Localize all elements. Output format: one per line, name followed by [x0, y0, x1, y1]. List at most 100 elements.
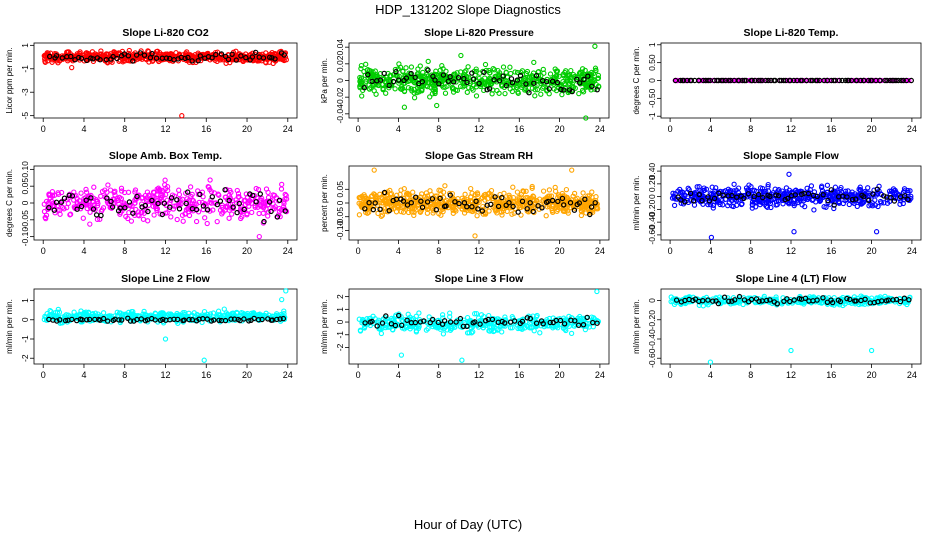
data-point-black [884, 77, 890, 84]
data-point-black [69, 316, 75, 323]
y-tick-label: 0.05 [335, 181, 345, 198]
data-point-black [900, 77, 907, 84]
plot-frame [33, 288, 298, 365]
data-point [465, 64, 471, 70]
y-tick-label: -0.05 [335, 207, 345, 227]
data-point-black [399, 322, 405, 328]
data-point-black [821, 77, 827, 84]
data-point-black [163, 55, 170, 61]
y-tick-label: -1 [647, 112, 657, 120]
data-point [229, 211, 235, 217]
data-point [411, 95, 418, 101]
y-axis-label: ml/min per min. [5, 299, 14, 354]
data-point-black [814, 297, 820, 303]
data-point-black [895, 77, 902, 84]
data-point [395, 322, 402, 328]
data-point-black [370, 206, 376, 213]
data-point [535, 73, 542, 79]
data-point-black [209, 55, 215, 61]
data-point-black [902, 193, 908, 199]
data-point-outlier [791, 229, 797, 235]
data-point [162, 191, 169, 198]
data-point-black [585, 73, 591, 79]
data-point-black [238, 53, 244, 59]
data-point [415, 325, 422, 332]
data-point [121, 202, 128, 208]
data-point [120, 59, 126, 65]
data-point [725, 202, 731, 209]
data-point-black [193, 206, 200, 213]
data-point [709, 184, 715, 190]
data-point-black [130, 58, 136, 64]
data-point [701, 185, 707, 191]
data-point [727, 187, 733, 194]
data-point-black [844, 295, 850, 302]
x-tick-label: 0 [668, 246, 673, 256]
data-point-black [582, 196, 588, 202]
data-point [252, 204, 258, 210]
panel-title: Slope Line 2 Flow [121, 273, 211, 285]
data-point [132, 189, 138, 195]
data-point-black [386, 207, 392, 214]
data-point-black [183, 200, 189, 207]
data-point-black [61, 195, 68, 201]
data-point-outlier [569, 167, 575, 173]
y-tick-label: 0 [335, 200, 345, 205]
data-point [560, 208, 567, 214]
y-tick-label: 1 [20, 43, 30, 48]
data-point [753, 204, 759, 210]
data-point-black [791, 77, 797, 84]
data-point [906, 77, 912, 84]
y-axis-label: degrees C per min. [5, 169, 14, 237]
x-tick-label: 12 [160, 370, 170, 380]
data-point-black [276, 197, 283, 203]
data-point-black [726, 298, 732, 304]
data-point [884, 200, 891, 206]
data-point-black [209, 194, 215, 200]
data-point [567, 77, 573, 84]
data-point-black [226, 197, 232, 204]
x-tick-label: 4 [81, 124, 86, 134]
data-point-black [805, 190, 812, 197]
data-point-black [561, 87, 567, 93]
data-point [739, 201, 745, 207]
data-point [176, 187, 182, 193]
data-point [587, 197, 593, 204]
y-tick-label: 0.50 [647, 54, 657, 71]
data-point-black [483, 318, 489, 324]
data-point [262, 312, 268, 319]
data-point [824, 297, 831, 303]
y-tick-label: -0.02 [335, 87, 345, 107]
data-point [438, 77, 444, 83]
data-point [132, 200, 138, 206]
data-point-black [469, 203, 475, 210]
data-point-black [424, 199, 431, 205]
data-point-black [853, 298, 859, 304]
data-point [863, 77, 869, 84]
data-point-black [720, 192, 726, 198]
data-point-black [404, 202, 411, 208]
data-point-black [441, 318, 448, 324]
data-point [133, 54, 140, 60]
data-point-outlier [472, 233, 478, 239]
data-point-black [225, 56, 232, 63]
data-point [523, 188, 529, 194]
data-point [580, 190, 586, 196]
data-point [78, 190, 84, 196]
data-point [256, 210, 262, 217]
data-point [98, 48, 104, 54]
data-point-black [486, 86, 493, 92]
data-point-black [282, 208, 288, 214]
data-point-black [266, 199, 273, 205]
data-point [568, 67, 574, 74]
data-point-black [386, 82, 392, 89]
data-point-black [366, 199, 372, 206]
data-point-black [527, 315, 534, 322]
data-point-black [842, 77, 849, 84]
data-point [279, 181, 285, 188]
data-point-black [905, 196, 911, 203]
data-point [577, 313, 583, 320]
data-point-black [403, 75, 410, 81]
data-point [210, 207, 216, 213]
